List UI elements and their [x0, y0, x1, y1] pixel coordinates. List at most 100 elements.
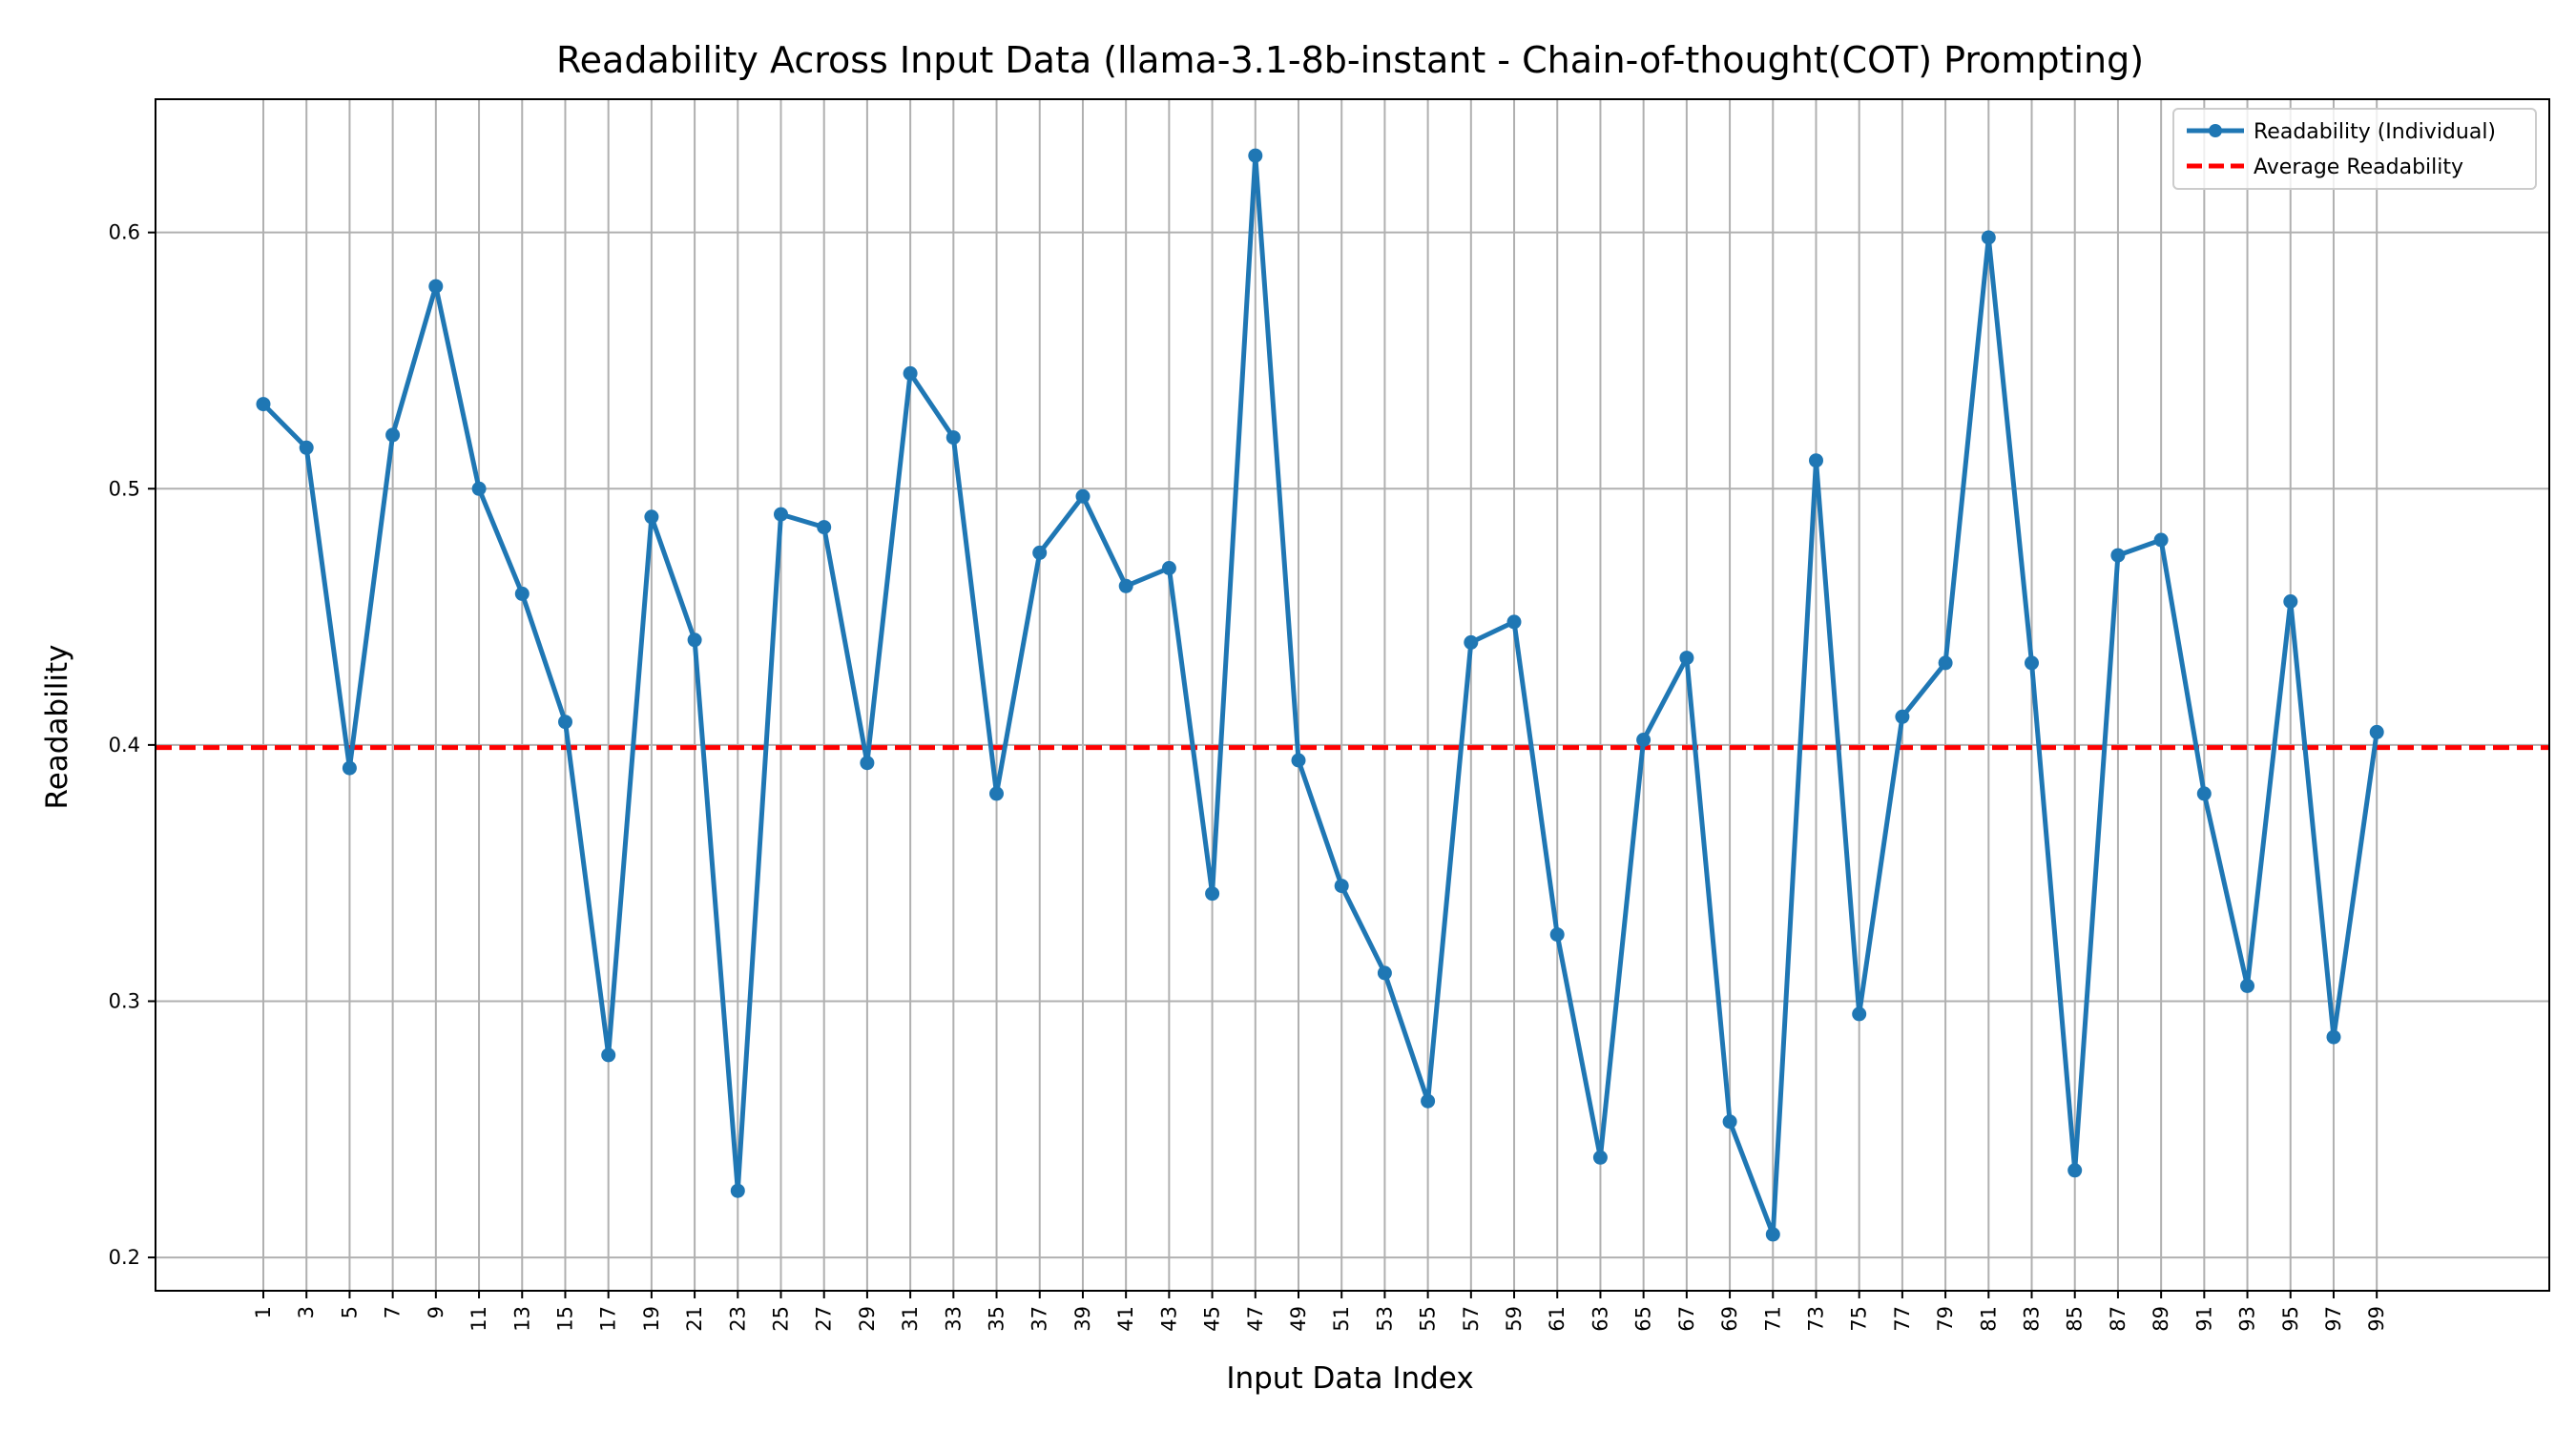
x-tick-label: 47 — [1244, 1306, 1267, 1332]
legend-label-individual: Readability (Individual) — [2254, 120, 2496, 144]
x-tick-label: 59 — [1503, 1306, 1526, 1332]
x-tick-label: 75 — [1848, 1306, 1871, 1332]
data-point — [1592, 1150, 1608, 1165]
data-point — [1549, 927, 1565, 943]
x-tick-label: 35 — [986, 1306, 1008, 1332]
x-tick-label: 37 — [1028, 1306, 1051, 1332]
x-tick-label: 33 — [942, 1306, 965, 1332]
x-tick-label: 3 — [295, 1306, 318, 1318]
chart-title: Readability Across Input Data (llama-3.1… — [556, 39, 2144, 81]
data-point — [2153, 532, 2169, 548]
y-axis-label: Readability — [40, 645, 74, 810]
x-tick-label: 93 — [2236, 1306, 2259, 1332]
data-point — [1722, 1114, 1737, 1130]
x-tick-label: 65 — [1632, 1306, 1655, 1332]
data-point — [989, 786, 1004, 801]
x-tick-label: 7 — [382, 1306, 405, 1318]
data-point — [1377, 965, 1392, 981]
data-point — [2240, 978, 2254, 993]
y-tick-label: 0.4 — [109, 734, 140, 757]
data-point — [1291, 753, 1306, 768]
x-tick-label: 27 — [813, 1306, 836, 1332]
data-point — [1334, 879, 1349, 894]
x-tick-label: 95 — [2279, 1306, 2302, 1332]
x-tick-label: 11 — [467, 1306, 490, 1332]
legend: Readability (Individual) Average Readabi… — [2172, 108, 2537, 190]
x-tick-label: 63 — [1589, 1306, 1611, 1332]
data-point — [1506, 614, 1522, 630]
readability-individual-line — [261, 153, 2379, 1237]
x-tick-label: 73 — [1804, 1306, 1827, 1332]
x-tick-label: 91 — [2192, 1306, 2215, 1332]
data-point — [1765, 1227, 1780, 1242]
x-tick-label: 71 — [1761, 1306, 1784, 1332]
x-tick-label: 1 — [252, 1306, 275, 1318]
legend-box — [2172, 108, 2537, 190]
x-axis-ticks: 1 3 5 7 9 11 13 15 17 19 21 23 25 27 29 31 33 35 37 39 41 43 4… — [252, 1291, 2388, 1332]
plot-frame — [155, 98, 2550, 1292]
data-point — [601, 1047, 616, 1063]
data-point — [2196, 786, 2212, 801]
data-point — [514, 586, 530, 601]
data-point — [2283, 594, 2298, 609]
x-tick-label: 61 — [1546, 1306, 1568, 1332]
data-point — [1118, 578, 1133, 593]
data-point — [730, 1183, 745, 1198]
x-tick-label: 25 — [770, 1306, 793, 1332]
x-tick-label: 55 — [1417, 1306, 1440, 1332]
x-tick-label: 23 — [726, 1306, 749, 1332]
y-axis-ticks: 0.2 0.3 0.4 0.5 0.6 — [109, 221, 156, 1269]
x-tick-label: 77 — [1891, 1306, 1914, 1332]
x-tick-label: 79 — [1934, 1306, 1957, 1332]
data-point — [687, 633, 702, 648]
data-point — [1421, 1093, 1436, 1109]
data-point — [1809, 453, 1823, 468]
data-point — [860, 756, 875, 771]
data-point — [1895, 709, 1910, 724]
legend-marker-individual — [2209, 124, 2222, 137]
data-point — [2369, 724, 2384, 739]
x-tick-label: 5 — [338, 1306, 361, 1318]
data-point — [1981, 230, 1996, 245]
x-tick-label: 21 — [683, 1306, 706, 1332]
data-point — [945, 430, 961, 446]
data-point — [385, 427, 401, 443]
x-tick-label: 85 — [2064, 1306, 2087, 1332]
x-tick-label: 99 — [2365, 1306, 2388, 1332]
x-tick-label: 9 — [425, 1306, 447, 1318]
data-point — [428, 279, 444, 294]
x-tick-label: 83 — [2021, 1306, 2044, 1332]
data-point — [1161, 561, 1176, 575]
x-tick-label: 15 — [553, 1306, 576, 1332]
x-tick-label: 53 — [1373, 1306, 1396, 1332]
data-point — [558, 715, 572, 730]
data-point — [342, 760, 357, 776]
y-tick-label: 0.5 — [109, 477, 140, 500]
data-point — [2110, 548, 2126, 563]
x-axis-label: Input Data Index — [1226, 1361, 1473, 1396]
x-tick-label: 49 — [1287, 1306, 1310, 1332]
x-tick-label: 89 — [2150, 1306, 2172, 1332]
data-point — [1852, 1006, 1867, 1022]
data-point — [2025, 655, 2039, 671]
data-point — [256, 397, 271, 412]
data-point — [903, 365, 918, 381]
x-tick-label: 57 — [1460, 1306, 1483, 1332]
data-point — [2067, 1163, 2083, 1178]
y-tick-label: 0.6 — [109, 221, 140, 244]
x-tick-label: 13 — [510, 1306, 533, 1332]
x-tick-label: 45 — [1201, 1306, 1224, 1332]
x-tick-label: 39 — [1071, 1306, 1094, 1332]
data-point — [1679, 651, 1694, 666]
x-tick-label: 81 — [1977, 1306, 2000, 1332]
data-point — [644, 509, 659, 525]
data-point — [1075, 488, 1091, 504]
x-tick-label: 29 — [856, 1306, 879, 1332]
legend-label-average: Average Readability — [2254, 156, 2463, 179]
x-tick-label: 19 — [640, 1306, 663, 1332]
x-tick-label: 17 — [597, 1306, 620, 1332]
series-layer — [256, 148, 2384, 1242]
grid-lines — [156, 99, 2549, 1291]
